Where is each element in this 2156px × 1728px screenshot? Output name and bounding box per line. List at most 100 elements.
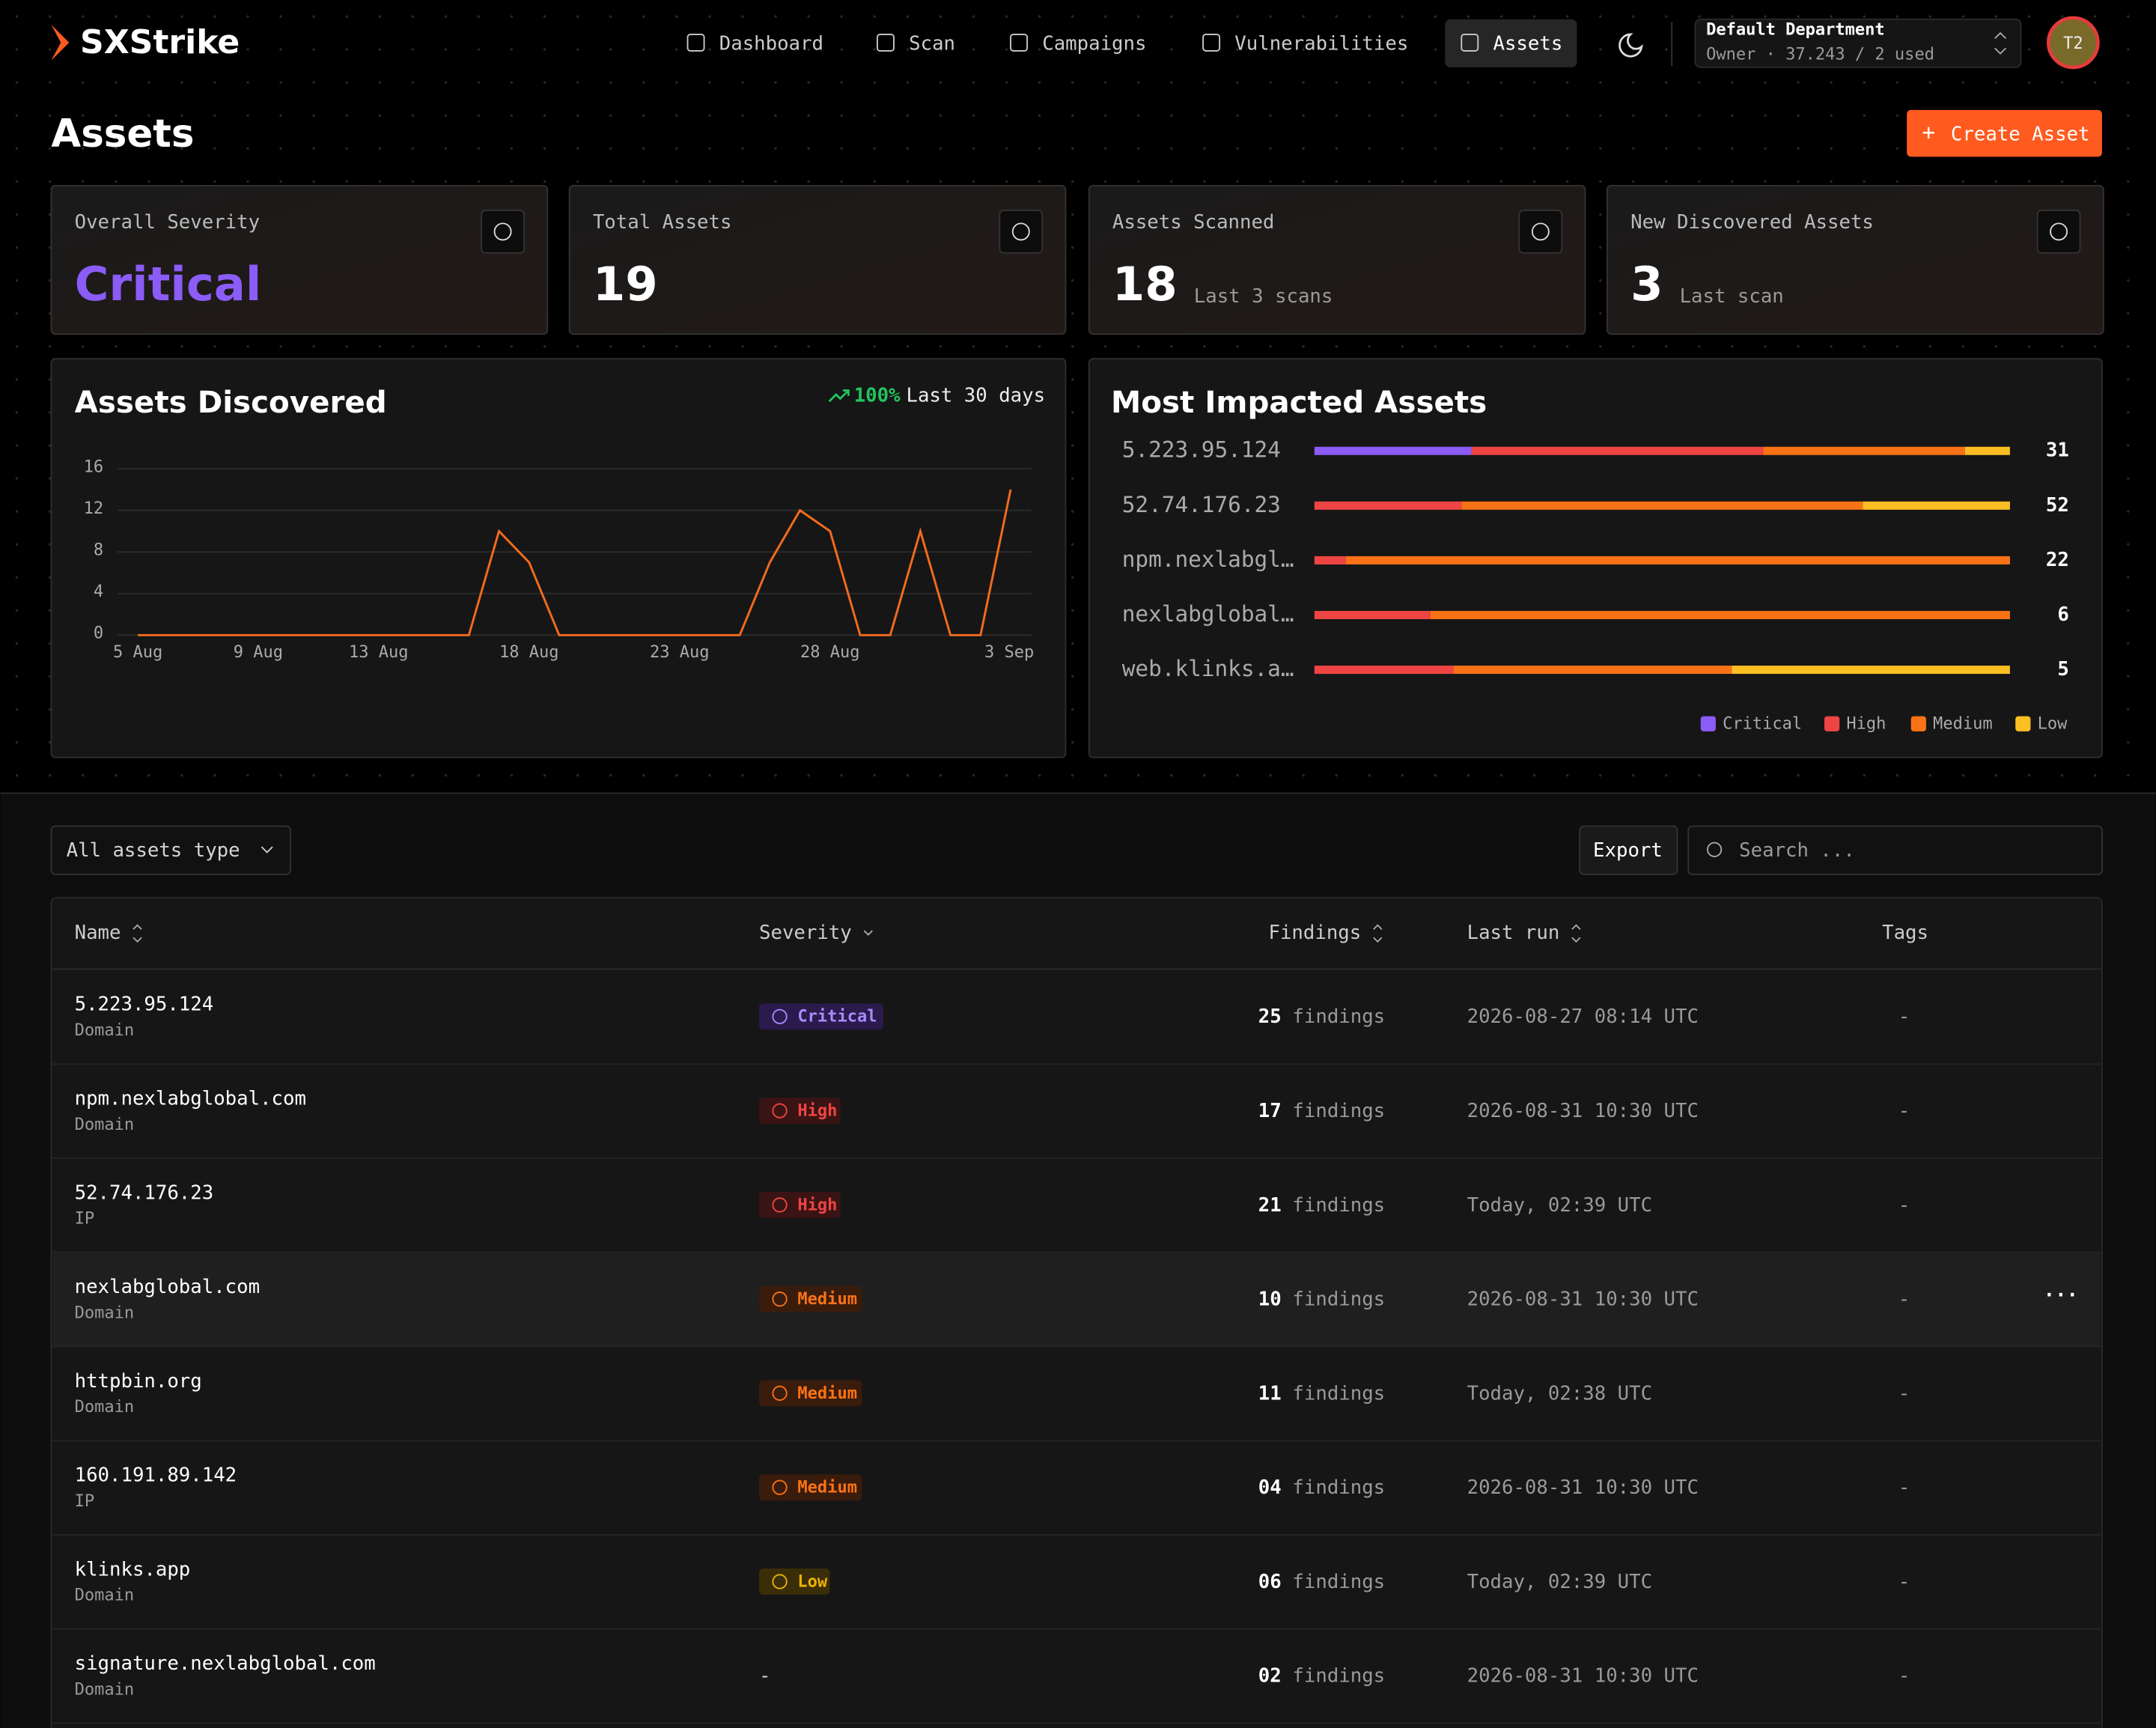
filter[interactable] <box>50 825 291 875</box>
asset-name[interactable]: signature.nexlabglobal.com <box>75 1652 376 1675</box>
asset-kind: IP <box>75 1492 95 1511</box>
column-header[interactable]: Last run <box>1467 922 1560 944</box>
bar-segment <box>1964 446 2010 455</box>
chevrons <box>1994 31 2007 55</box>
bar-label: nexlabglobal… <box>1122 601 1294 627</box>
column-header[interactable]: Name <box>75 922 121 944</box>
severity-badge <box>759 1286 862 1312</box>
x-tick-label: 28 Aug <box>800 643 860 662</box>
findings-unit: findings <box>1292 1006 1385 1028</box>
last-run: 2026-08-31 10:30 UTC <box>1467 1100 1699 1122</box>
line-title: Assets Discovered <box>75 385 387 420</box>
severity-label: - <box>759 1665 770 1688</box>
column-header[interactable]: Severity <box>759 922 852 944</box>
asset-name[interactable]: npm.nexlabglobal.com <box>75 1087 306 1110</box>
bar-total: 5 <box>2057 658 2068 681</box>
last-run: 2026-08-31 10:30 UTC <box>1467 1476 1699 1499</box>
findings-unit: findings <box>1292 1100 1385 1122</box>
column-header: Tags <box>1882 922 1928 944</box>
export-button[interactable] <box>1579 825 1678 875</box>
plus: + <box>1922 120 1935 145</box>
bar-chart: 5.223.95.124 31 52.74.176.23 52 npm.nexlabgl… <box>1122 437 2069 734</box>
stat-card <box>50 184 549 335</box>
nav-item[interactable]: Vulnerabilities <box>1234 32 1408 55</box>
severity-label: Low <box>797 1572 828 1591</box>
tags: - <box>1898 1289 1910 1311</box>
severity-badge <box>759 1380 862 1407</box>
bar-total: 31 <box>2046 439 2069 462</box>
findings-count: 21 <box>1258 1194 1282 1217</box>
severity-icon <box>772 1103 788 1119</box>
nav-item[interactable]: Campaigns <box>1042 32 1146 55</box>
stats: Overall Severity Critical Total Assets 19 As… <box>50 184 2104 335</box>
bar-segment <box>1314 446 1472 455</box>
severity-badge <box>759 1474 862 1501</box>
legend-label: Critical <box>1723 715 1802 734</box>
stat-icon-glyph <box>1011 222 1030 241</box>
create-button[interactable] <box>1907 109 2102 157</box>
stat-label: Assets Scanned <box>1112 211 1275 234</box>
nav-icon <box>1010 33 1028 52</box>
nav-icon <box>1202 33 1221 52</box>
search[interactable] <box>1687 825 2103 875</box>
department-switch[interactable] <box>1694 18 2022 68</box>
stat-icon-glyph <box>2050 222 2068 241</box>
bar-segment <box>1471 446 1764 455</box>
nav-item[interactable]: Assets <box>1493 32 1563 55</box>
asset-name[interactable]: httpbin.org <box>75 1370 202 1393</box>
bar-segment <box>1314 610 1431 619</box>
severity-icon <box>772 1385 788 1402</box>
bar-total: 22 <box>2046 549 2069 571</box>
findings-unit: findings <box>1292 1382 1385 1405</box>
logo-icon <box>51 25 70 61</box>
asset-name[interactable]: nexlabglobal.com <box>75 1276 260 1298</box>
bar-segment <box>1314 666 1454 675</box>
stat-label: Total Assets <box>593 211 732 234</box>
stat-icon <box>1518 210 1563 254</box>
asset-name[interactable]: 5.223.95.124 <box>75 994 214 1016</box>
nav-item[interactable]: Dashboard <box>719 32 823 55</box>
stat-label: New Discovered Assets <box>1630 211 1874 234</box>
avatar-text: T2 <box>2063 34 2083 53</box>
theme-toggle[interactable] <box>1618 33 1643 58</box>
avatar[interactable] <box>2047 16 2100 70</box>
severity-icon <box>772 1479 788 1495</box>
y-tick-label: 16 <box>84 457 104 476</box>
legend-label: Low <box>2038 715 2068 734</box>
asset-name[interactable]: klinks.app <box>75 1558 191 1581</box>
bar-segment <box>1763 446 1965 455</box>
bar-total: 6 <box>2057 603 2068 626</box>
sort-icon <box>133 924 142 943</box>
severity-label: Medium <box>797 1479 857 1497</box>
bar-total: 52 <box>2046 494 2069 517</box>
severity-badge <box>759 1003 884 1030</box>
tags: - <box>1898 1665 1910 1688</box>
legend-label: Medium <box>1933 715 1993 734</box>
nav-item[interactable]: Scan <box>909 32 955 55</box>
legend-swatch <box>1910 716 1926 731</box>
stat-note: Last scan <box>1680 285 1784 308</box>
column-header[interactable]: Findings <box>1269 922 1362 944</box>
last-run: Today, 02:39 UTC <box>1467 1194 1652 1217</box>
asset-name[interactable]: 160.191.89.142 <box>75 1464 237 1487</box>
row-menu[interactable]: ··· <box>2044 1284 2078 1306</box>
nav-active <box>1445 19 1577 67</box>
severity-label: High <box>797 1196 837 1214</box>
table-body: Name Severity Findings Last run Tags 5.223.95… <box>51 922 2102 1724</box>
bar-segment <box>1461 501 1863 510</box>
last-run: 2026-08-31 10:30 UTC <box>1467 1289 1699 1311</box>
legend-swatch <box>1700 716 1716 731</box>
severity-label: High <box>797 1102 837 1121</box>
stat-note: Last 3 scans <box>1194 285 1333 308</box>
tags: - <box>1898 1476 1910 1499</box>
tags: - <box>1898 1100 1910 1122</box>
asset-name[interactable]: 52.74.176.23 <box>75 1181 214 1204</box>
last-run: 2026-08-31 10:30 UTC <box>1467 1665 1699 1688</box>
brand: SXStrike <box>80 23 240 61</box>
findings-count: 04 <box>1258 1476 1282 1499</box>
legend-swatch <box>1824 716 1840 731</box>
search-placeholder: Search ... <box>1739 839 1855 862</box>
page-title: Assets <box>51 112 194 156</box>
